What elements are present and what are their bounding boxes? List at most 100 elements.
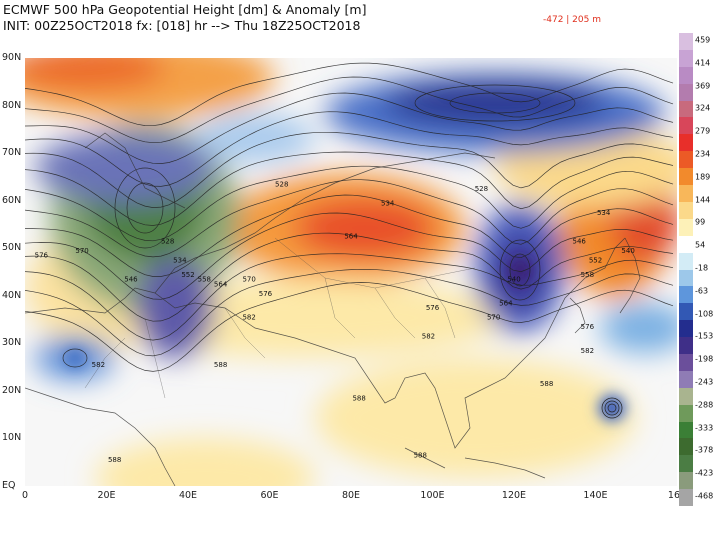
contour-label: 570: [242, 276, 255, 284]
colorbar-segment: [679, 320, 693, 338]
lon-label: 0: [21, 490, 29, 501]
height-contour: [25, 76, 674, 144]
colorbar-label: 414: [695, 58, 711, 68]
height-contour: [25, 232, 674, 322]
contour-label: 576: [259, 290, 273, 298]
colorbar-label: 189: [695, 172, 711, 182]
title-line-1: ECMWF 500 hPa Geopotential Height [dm] &…: [3, 2, 367, 17]
contour-label: 576: [35, 252, 49, 260]
contour-label: 528: [475, 185, 488, 193]
title-line-2: INIT: 00Z25OCT2018 fx: [018] hr --> Thu …: [3, 18, 361, 33]
colorbar-segment: [679, 185, 693, 203]
lat-label: 60N: [2, 194, 22, 206]
colorbar-segment: [679, 387, 693, 406]
lon-label: 120E: [501, 490, 527, 501]
contour-label: 534: [173, 256, 187, 264]
anomaly-field: [25, 58, 677, 486]
lon-label: 160: [667, 490, 687, 501]
contour-label: 576: [426, 304, 440, 312]
lon-label: 40E: [178, 490, 198, 501]
colorbar-segment: [679, 269, 693, 287]
colorbar-segment: [679, 455, 693, 473]
colorbar-label: -153: [695, 331, 714, 341]
colorbar-segment: [679, 117, 693, 135]
colorbar-segment: [679, 66, 693, 85]
lat-label: 30N: [2, 337, 22, 349]
borders: [84, 237, 476, 399]
colorbar-segment: [679, 370, 693, 389]
colorbar-label: -243: [695, 377, 714, 387]
lon-label: 60E: [260, 490, 279, 501]
colorbar-label: -63: [695, 286, 709, 296]
contour-label: 564: [214, 280, 228, 288]
height-contour: [25, 111, 674, 187]
colorbar-label: -18: [695, 263, 709, 273]
contour-labels: 5285345285345765705285345465525585645705…: [35, 180, 635, 464]
height-contour: [25, 131, 674, 208]
contour-label: 570: [75, 247, 88, 255]
lat-label: 40N: [2, 289, 22, 301]
closed-contour: [509, 253, 531, 287]
closed-contour: [449, 92, 541, 114]
colorbar-label: -468: [695, 491, 714, 501]
colorbar-segment: [679, 83, 693, 102]
colorbar-segment: [679, 353, 693, 372]
colorbar-segment: [679, 134, 693, 152]
height-contour: [25, 92, 674, 164]
coastlines: [25, 132, 641, 486]
contour-label: 558: [581, 271, 594, 279]
lat-label: 50N: [2, 242, 22, 254]
closed-contour: [114, 167, 176, 249]
colorbar-segment: [679, 472, 693, 490]
contour-label: 540: [507, 276, 520, 284]
contour-label: 564: [344, 233, 358, 241]
colorbar-segment: [679, 489, 693, 507]
contour-label: 588: [352, 394, 365, 402]
colorbar-segment: [679, 337, 693, 355]
contour-label: 552: [181, 271, 194, 279]
colorbar-segment: [679, 438, 693, 456]
height-contour: [25, 253, 674, 341]
contour-label: 564: [499, 299, 513, 307]
height-contour: [25, 151, 674, 226]
contour-label: 558: [198, 276, 211, 284]
closed-contour: [126, 182, 164, 234]
contour-label: 588: [540, 380, 553, 388]
colorbar-segment: [679, 100, 693, 118]
contour-label: 582: [92, 361, 105, 369]
typhoon-contours: [601, 397, 623, 419]
contour-label: 588: [414, 451, 427, 459]
anomaly-colorbar: [679, 33, 693, 507]
lat-label: 20N: [2, 384, 22, 396]
colorbar-label: -378: [695, 445, 714, 455]
colorbar-segment: [679, 404, 693, 423]
contour-label: 582: [581, 347, 594, 355]
colorbar-segment: [679, 151, 693, 169]
lat-label: 70N: [2, 147, 22, 159]
contour-label: 588: [214, 361, 227, 369]
colorbar-label: -198: [695, 354, 714, 364]
contour-label: 582: [422, 333, 435, 341]
contour-label: 576: [581, 323, 595, 331]
colorbar-label: 99: [695, 217, 706, 227]
lon-label: 20E: [97, 490, 116, 501]
colorbar-label: 234: [695, 149, 711, 159]
contour-label: 588: [108, 456, 121, 464]
lat-label: 90N: [2, 52, 22, 63]
chart-title: ECMWF 500 hPa Geopotential Height [dm] &…: [3, 2, 366, 34]
colorbar-label: 369: [695, 81, 711, 91]
colorbar-label: 279: [695, 126, 711, 136]
colorbar-segment: [679, 49, 693, 68]
lat-label: 10N: [2, 432, 22, 444]
contour-label: 528: [275, 180, 288, 188]
colorbar-segment: [679, 421, 693, 439]
colorbar-segment: [679, 252, 693, 270]
colorbar-label: 324: [695, 103, 711, 113]
contour-label: 534: [597, 209, 611, 217]
contour-label: 570: [487, 314, 500, 322]
colorbar-label: -288: [695, 400, 714, 410]
colorbar-segment: [679, 303, 693, 321]
colorbar-segment: [679, 33, 693, 51]
colorbar-segment: [679, 201, 693, 220]
colorbar-segment: [679, 235, 693, 254]
